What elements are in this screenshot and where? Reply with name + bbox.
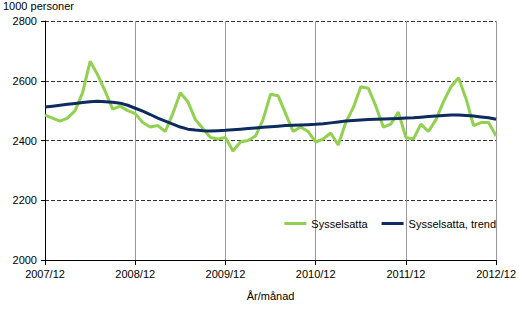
svg-text:2011/12: 2011/12	[386, 268, 425, 280]
svg-text:2007/12: 2007/12	[25, 268, 65, 280]
svg-text:2400: 2400	[13, 135, 37, 147]
svg-text:2200: 2200	[13, 194, 37, 206]
svg-text:2800: 2800	[13, 15, 37, 27]
svg-text:Sysselsatta, trend: Sysselsatta, trend	[409, 218, 496, 230]
svg-text:2008/12: 2008/12	[115, 268, 155, 280]
svg-text:1000 personer: 1000 personer	[3, 0, 74, 12]
svg-text:2600: 2600	[13, 75, 37, 87]
svg-text:2009/12: 2009/12	[206, 268, 246, 280]
svg-text:2000: 2000	[13, 254, 37, 266]
svg-text:2012/12: 2012/12	[476, 268, 516, 280]
svg-text:2010/12: 2010/12	[296, 268, 336, 280]
svg-text:År/månad: År/månad	[247, 290, 295, 302]
svg-text:Sysselsatta: Sysselsatta	[311, 218, 368, 230]
